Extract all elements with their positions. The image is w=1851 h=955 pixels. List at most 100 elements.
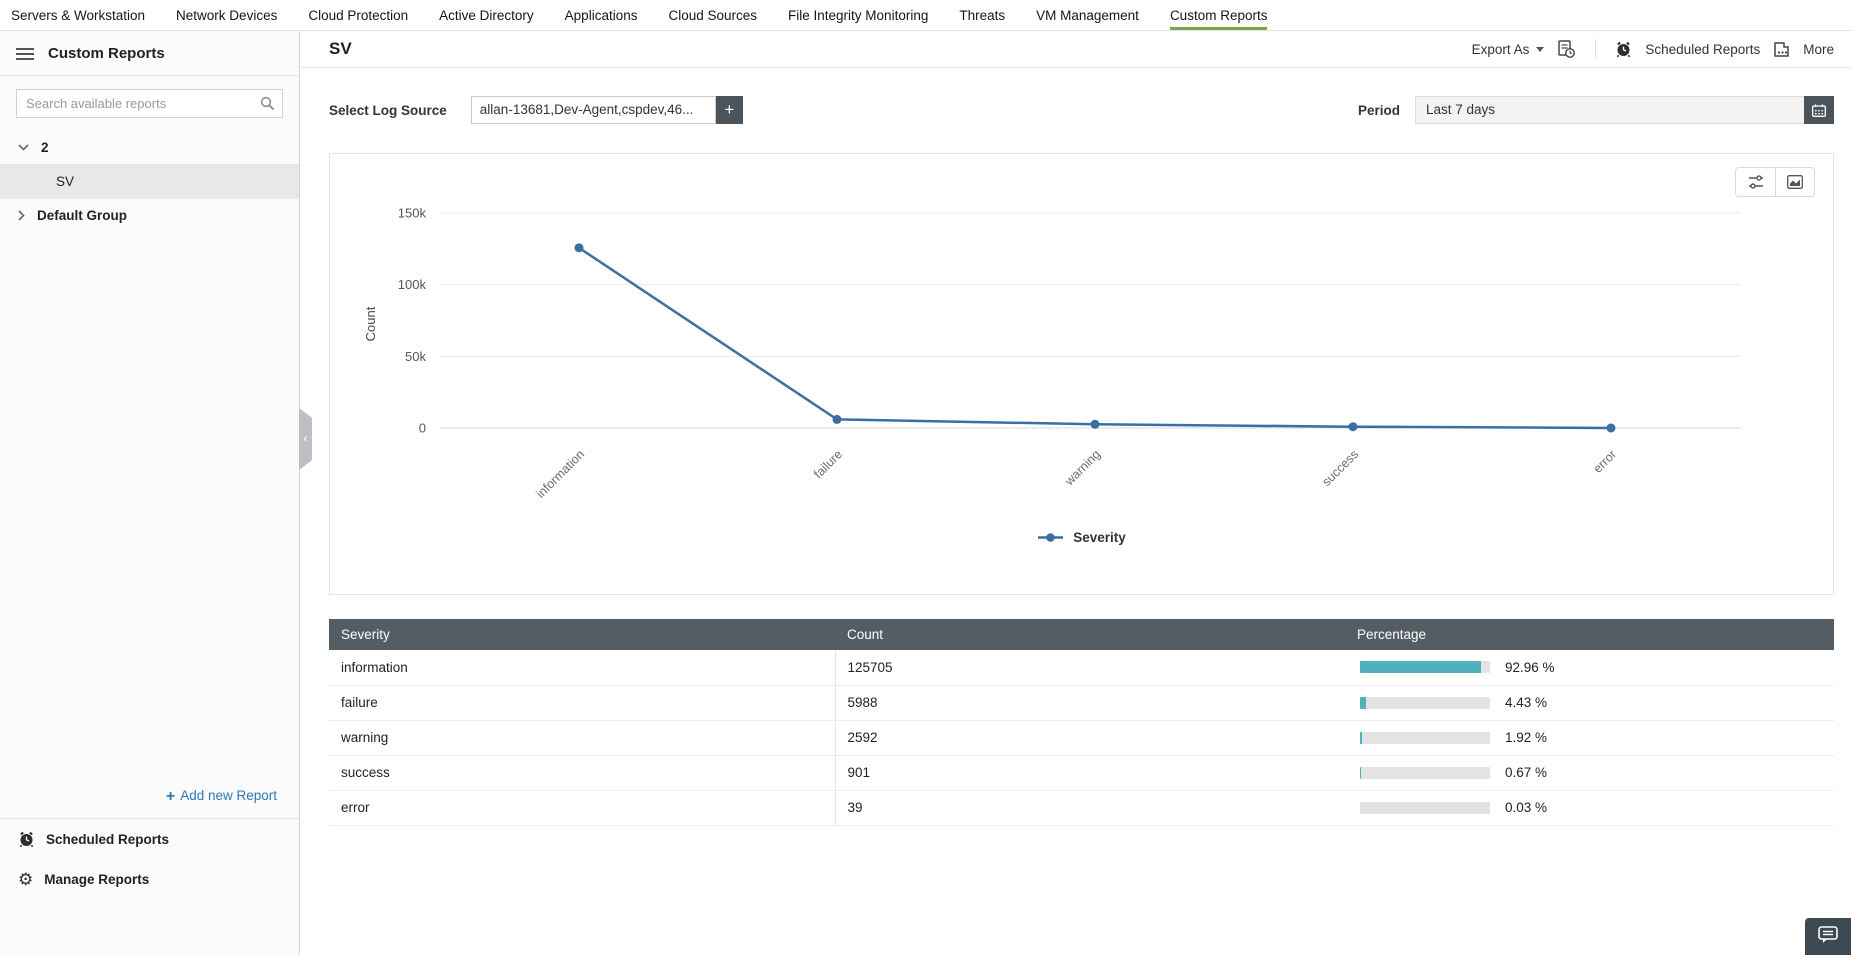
legend-marker-icon: [1038, 533, 1064, 542]
count-cell: 5988: [835, 685, 1348, 721]
search-box: [16, 89, 283, 118]
severity-cell: failure: [329, 685, 836, 721]
svg-text:error: error: [1591, 447, 1620, 476]
report-tree: 2 SV Default Group: [0, 131, 299, 232]
svg-text:150k: 150k: [398, 206, 427, 221]
log-source-label: Select Log Source: [329, 102, 447, 118]
tree-group-label: 2: [41, 140, 49, 155]
export-history-icon[interactable]: [1557, 39, 1576, 59]
period-select[interactable]: Last 7 days: [1415, 96, 1834, 124]
alarm-clock-icon: [18, 831, 35, 848]
legend-label: Severity: [1073, 530, 1126, 545]
more-icon: [1773, 41, 1790, 57]
divider: [1595, 39, 1597, 59]
nav-item-active-directory[interactable]: Active Directory: [439, 7, 534, 23]
chart-settings-button[interactable]: [1736, 168, 1775, 196]
nav-item-cloud-sources[interactable]: Cloud Sources: [668, 7, 758, 23]
tree-group-label: Default Group: [37, 208, 127, 223]
count-cell: 39: [835, 790, 1348, 826]
table-row: success 901 0.67 %: [329, 755, 1834, 791]
nav-item-vm-management[interactable]: VM Management: [1036, 7, 1139, 23]
count-cell: 901: [835, 755, 1348, 791]
chart-legend[interactable]: Severity: [330, 530, 1833, 545]
more-button[interactable]: More: [1803, 41, 1834, 57]
gear-icon: ⚙: [18, 869, 34, 889]
percentage-bar: [1360, 696, 1490, 709]
nav-item-servers-workstation[interactable]: Servers & Workstation: [11, 7, 146, 23]
table-row: error 39 0.03 %: [329, 790, 1834, 826]
calendar-icon[interactable]: [1804, 96, 1834, 124]
svg-text:warning: warning: [1062, 447, 1104, 489]
divider: [0, 75, 299, 76]
percentage-value: 0.67 %: [1505, 765, 1548, 780]
chart-toolbar: [1735, 167, 1815, 197]
percentage-value: 1.92 %: [1505, 730, 1548, 745]
page-title: SV: [329, 39, 352, 58]
chevron-down-icon: [1536, 46, 1545, 52]
nav-item-network-devices[interactable]: Network Devices: [176, 7, 278, 23]
period-label: Period: [1357, 102, 1400, 118]
percentage-bar: [1360, 661, 1490, 674]
sidebar: Custom Reports 2 SV Default Group +Add n…: [0, 31, 312, 955]
severity-cell: error: [329, 790, 836, 826]
chat-bubble-icon: [1818, 926, 1838, 943]
log-source-select[interactable]: allan-13681,Dev-Agent,cspdev,46...: [470, 96, 716, 124]
nav-item-applications[interactable]: Applications: [564, 7, 638, 23]
svg-text:100k: 100k: [398, 277, 427, 292]
severity-table: Severity Count Percentage information 12…: [329, 619, 1834, 826]
table-row: information 125705 92.96 %: [329, 650, 1834, 686]
percentage-value: 92.96 %: [1505, 659, 1555, 675]
alarm-clock-icon: [1615, 41, 1632, 58]
svg-text:success: success: [1319, 447, 1361, 489]
search-icon[interactable]: [260, 96, 275, 111]
tree-group-default-group[interactable]: Default Group: [0, 199, 299, 232]
nav-item-custom-reports[interactable]: Custom Reports: [1169, 0, 1267, 30]
table-row: warning 2592 1.92 %: [329, 720, 1834, 756]
menu-icon[interactable]: [16, 47, 34, 61]
add-log-source-button[interactable]: +: [715, 96, 743, 124]
plus-icon: +: [165, 788, 176, 805]
sidebar-manage-reports[interactable]: ⚙ Manage Reports: [18, 869, 150, 889]
sidebar-title: Custom Reports: [48, 45, 165, 62]
percentage-bar: [1360, 731, 1490, 744]
add-new-report-link[interactable]: + Add new Report: [165, 788, 277, 805]
tree-item-sv[interactable]: SV: [0, 164, 299, 199]
svg-text:50k: 50k: [405, 349, 426, 364]
nav-item-file-integrity-monitoring[interactable]: File Integrity Monitoring: [788, 7, 929, 23]
export-as-button[interactable]: Export As: [1472, 42, 1545, 57]
tree-group-2[interactable]: 2: [0, 131, 299, 164]
chevron-down-icon: [18, 144, 29, 151]
filter-row: Select Log Source allan-13681,Dev-Agent,…: [329, 95, 1834, 125]
search-input[interactable]: [16, 89, 283, 118]
count-cell: 2592: [835, 720, 1348, 756]
col-header-severity: Severity: [329, 619, 835, 650]
sidebar-scheduled-reports[interactable]: Scheduled Reports: [0, 819, 299, 860]
col-header-percentage: Percentage: [1348, 619, 1834, 650]
nav-item-threats[interactable]: Threats: [959, 7, 1006, 23]
chart-card: 0 50k 100k 150k Count information failure warni…: [329, 153, 1834, 595]
divider: [0, 818, 299, 819]
svg-text:0: 0: [419, 421, 426, 436]
col-header-count: Count: [835, 619, 1348, 650]
severity-cell: success: [329, 755, 836, 791]
svg-text:information: information: [533, 447, 587, 499]
percentage-value: 4.43 %: [1505, 695, 1548, 710]
svg-text:failure: failure: [811, 447, 845, 481]
table-header-row: Severity Count Percentage: [329, 619, 1834, 650]
scheduled-reports-button[interactable]: Scheduled Reports: [1645, 41, 1761, 57]
chevron-right-icon: [18, 210, 25, 221]
svg-text:Count: Count: [363, 306, 378, 341]
severity-line-chart: 0 50k 100k 150k Count information failure warni…: [363, 206, 1741, 499]
chat-feedback-button[interactable]: [1805, 918, 1851, 955]
percentage-value: 0.03 %: [1505, 800, 1548, 815]
report-header: SV Export As Scheduled Reports More: [301, 31, 1851, 68]
percentage-bar: [1360, 766, 1490, 779]
table-row: failure 5988 4.43 %: [329, 685, 1834, 721]
chart-type-button[interactable]: [1775, 168, 1814, 196]
severity-cell: information: [329, 650, 836, 686]
percentage-bar: [1360, 801, 1490, 814]
sidebar-collapse-handle[interactable]: ‹: [299, 408, 312, 470]
top-navigation: Servers & Workstation Network Devices Cl…: [0, 0, 1851, 31]
nav-item-cloud-protection[interactable]: Cloud Protection: [308, 7, 409, 23]
count-cell: 125705: [835, 650, 1348, 686]
